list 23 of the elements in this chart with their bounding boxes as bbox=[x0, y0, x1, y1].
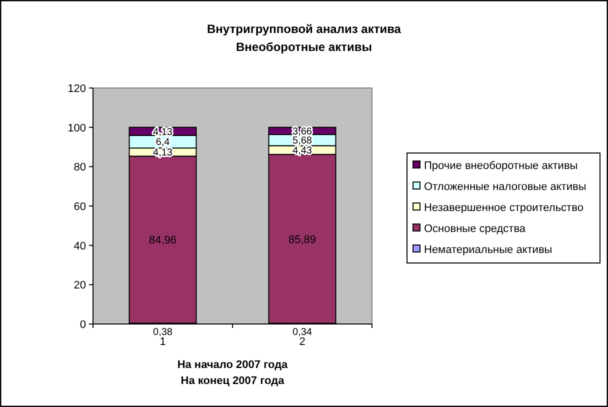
data-label: 0,38 bbox=[153, 327, 173, 338]
legend-label: Прочие внеоборотные активы bbox=[424, 160, 578, 172]
y-tick-label: 40 bbox=[74, 240, 86, 252]
legend-label: Основные средства bbox=[424, 223, 526, 235]
y-tick-label: 80 bbox=[74, 162, 86, 174]
data-label: 84,96 bbox=[148, 234, 177, 247]
data-label: 85,89 bbox=[288, 234, 316, 246]
legend-label: Нематериальные активы bbox=[424, 244, 552, 256]
chart-title: Внутригрупповой анализ актива Внеоборотные активы bbox=[207, 22, 402, 54]
y-tick-label: 0 bbox=[80, 319, 86, 331]
y-tick-label: 60 bbox=[74, 201, 86, 213]
legend-label: Незавершенное строительство bbox=[424, 202, 584, 214]
x-tick-label: 1 bbox=[160, 336, 166, 348]
data-label: 4,43 bbox=[292, 146, 312, 157]
x-axis-title: На начало 2007 года На конец 2007 года bbox=[177, 359, 289, 387]
data-label: 5,68 bbox=[292, 136, 312, 147]
y-tick-label: 120 bbox=[68, 83, 86, 95]
x-tick-label: 2 bbox=[299, 336, 306, 348]
legend-label: Отложенные налоговые активы bbox=[424, 181, 586, 193]
y-tick-label: 100 bbox=[68, 122, 86, 134]
data-label: 0,34 bbox=[292, 327, 312, 338]
y-tick-label: 20 bbox=[74, 280, 86, 292]
data-label: 6,4 bbox=[156, 137, 170, 148]
